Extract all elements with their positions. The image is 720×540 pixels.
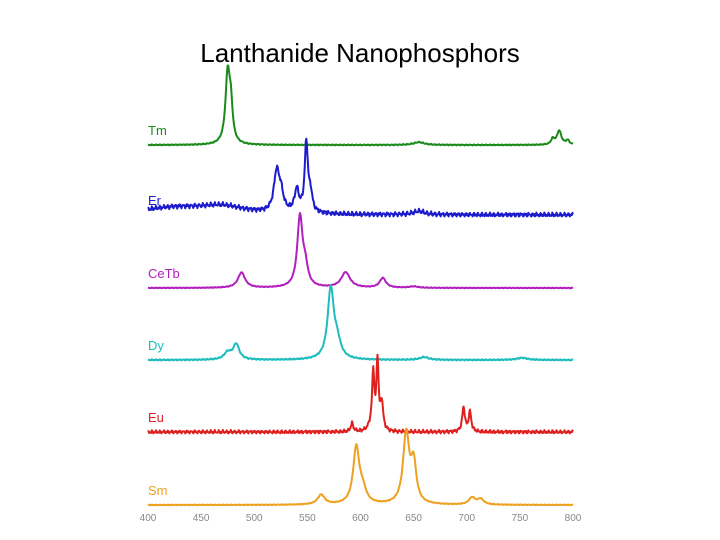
slide-title: Lanthanide Nanophosphors — [200, 38, 520, 68]
x-tick-label: 500 — [246, 513, 263, 524]
x-axis: 400 450 500 550 600 650 700 750 800 — [140, 513, 582, 524]
x-tick-label: 600 — [352, 513, 369, 524]
series-line-dy — [147, 284, 574, 362]
series-line-sm — [147, 427, 574, 507]
series-label-tm: Tm — [148, 123, 167, 138]
series-label-sm: Sm — [148, 483, 168, 498]
x-tick-label: 750 — [512, 513, 529, 524]
series-label-dy: Dy — [148, 338, 164, 353]
series-line-er — [147, 137, 574, 218]
series-label-er: Er — [148, 193, 162, 208]
series-layer: Tm Er CeTb Dy Eu Sm — [147, 64, 574, 507]
x-tick-label: 400 — [140, 513, 157, 524]
x-tick-label: 450 — [193, 513, 210, 524]
series-line-tm — [147, 64, 574, 147]
series-label-eu: Eu — [148, 410, 164, 425]
series-label-cetb: CeTb — [148, 266, 180, 281]
x-tick-label: 650 — [405, 513, 422, 524]
x-tick-label: 800 — [565, 513, 582, 524]
x-tick-label: 550 — [299, 513, 316, 524]
series-line-eu — [147, 353, 574, 435]
x-tick-label: 700 — [458, 513, 475, 524]
series-line-cetb — [147, 211, 574, 290]
